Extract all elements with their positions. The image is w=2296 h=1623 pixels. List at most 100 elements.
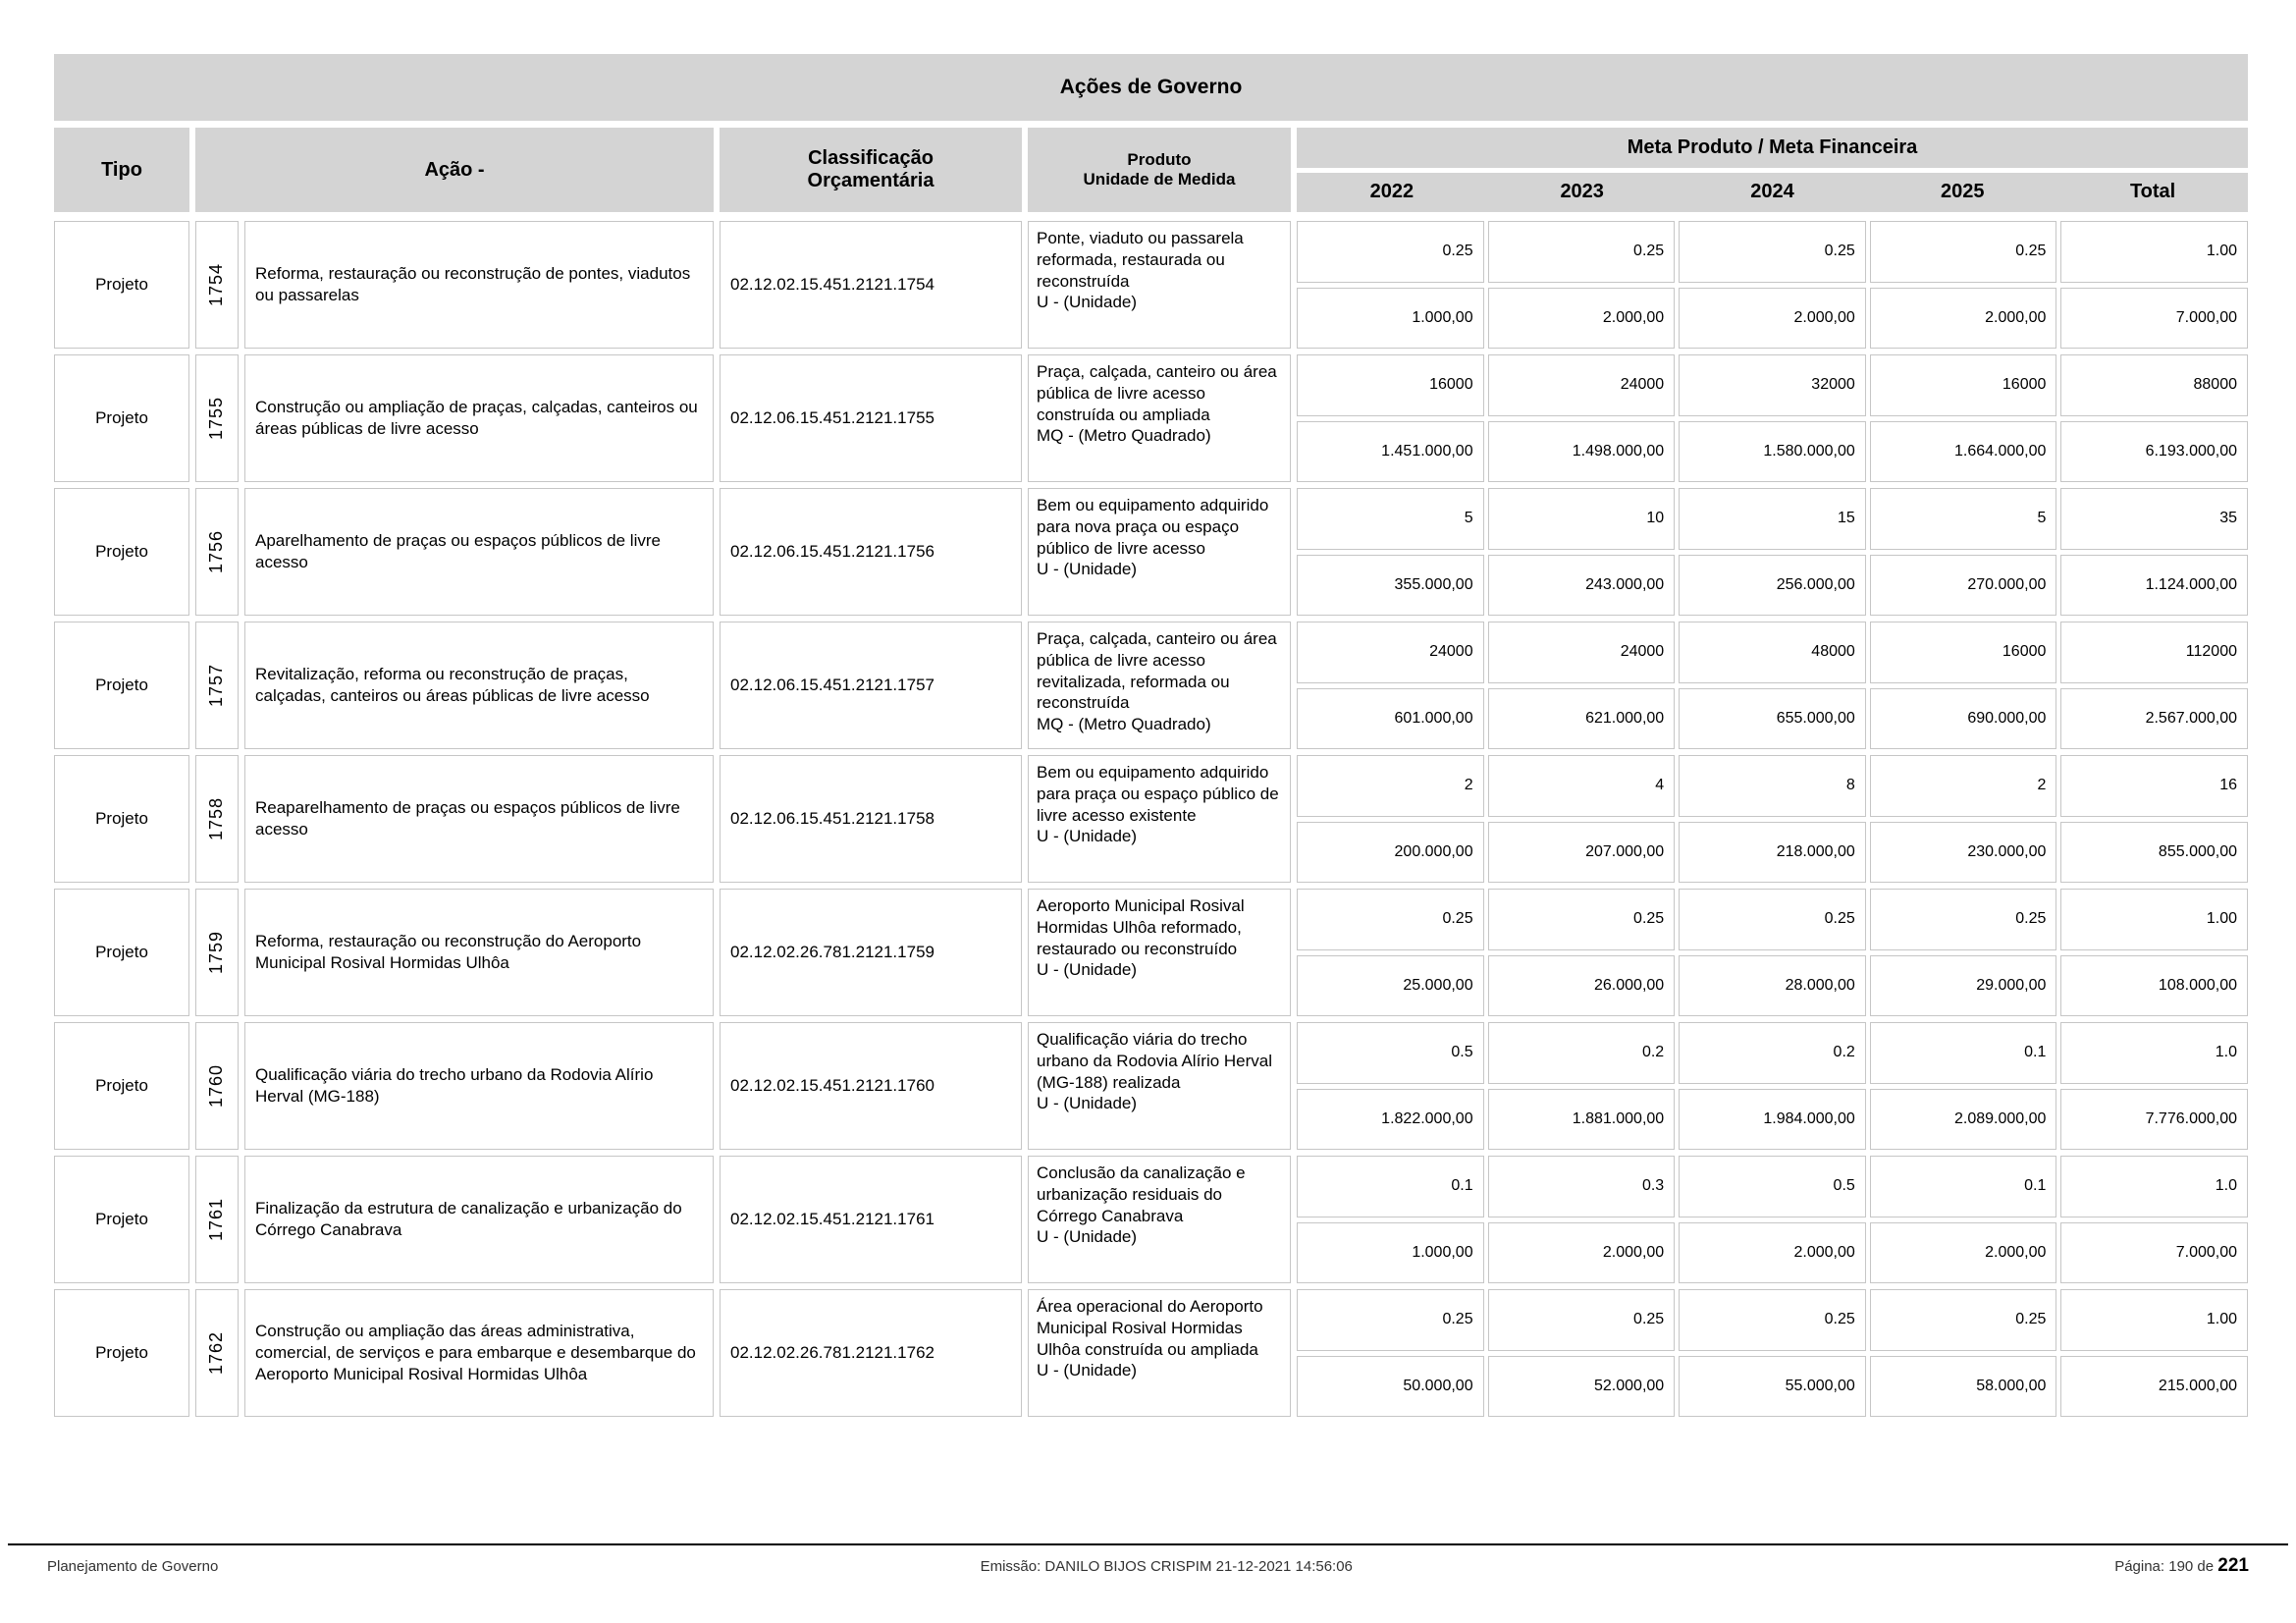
action-description-cell: Qualificação viária do trecho urbano da … [244,1022,714,1150]
column-header-year-2022: 2022 [1369,181,1415,203]
meta-product-total: 16 [2060,755,2248,817]
meta-product-row: 5 10 15 5 35 [1297,488,2248,550]
meta-product-2022: 5 [1297,488,1484,550]
meta-financial-2024: 256.000,00 [1679,554,1866,616]
product-cell: Qualificação viária do trecho urbano da … [1028,1022,1291,1150]
meta-product-total: 1.00 [2060,221,2248,283]
footer-page-label: Página: 190 de [2114,1558,2215,1575]
meta-product-2025: 0.25 [1869,889,2057,950]
meta-product-2025: 0.25 [1869,1289,2057,1351]
meta-financial-2022: 1.822.000,00 [1297,1088,1484,1150]
budget-classification-cell: 02.12.06.15.451.2121.1758 [720,755,1022,883]
meta-financial-total: 7.000,00 [2060,1221,2248,1283]
action-id-value: 1760 [206,1063,227,1109]
meta-financial-total: 855.000,00 [2060,821,2248,883]
meta-product-2022: 0.25 [1297,1289,1484,1351]
meta-product-2025: 0.1 [1869,1022,2057,1084]
unit-of-measure: U - (Unidade) [1037,1227,1138,1247]
budget-classification: 02.12.06.15.451.2121.1756 [730,542,934,562]
meta-block: 0.25 0.25 0.25 0.25 1.00 25.000,00 26.00… [1297,889,2248,1016]
meta-product-total: 1.0 [2060,1156,2248,1217]
tipo-value: Projeto [95,542,148,562]
table-header: Tipo Ação - Classificação Orçamentária P… [54,128,2248,212]
meta-financial-2025: 29.000,00 [1869,954,2057,1016]
footer-emission-info: Emissão: DANILO BIJOS CRISPIM 21-12-2021… [980,1558,1353,1575]
unit-of-measure: U - (Unidade) [1037,1361,1138,1380]
product-description: Praça, calçada, canteiro ou área pública… [1037,629,1277,713]
budget-classification-cell: 02.12.02.15.451.2121.1754 [720,221,1022,349]
page-title: Ações de Governo [54,54,2248,121]
tipo-cell: Projeto [54,488,189,616]
meta-product-row: 0.25 0.25 0.25 0.25 1.00 [1297,221,2248,283]
meta-product-2025: 16000 [1869,354,2057,416]
action-description-cell: Revitalização, reforma ou reconstrução d… [244,622,714,749]
meta-financial-2025: 2.000,00 [1869,1221,2057,1283]
product-cell: Área operacional do Aeroporto Municipal … [1028,1289,1291,1417]
column-header-meta: Meta Produto / Meta Financeira [1297,128,2248,168]
meta-financial-total: 215.000,00 [2060,1355,2248,1417]
meta-financial-2025: 1.664.000,00 [1869,420,2057,482]
budget-classification: 02.12.02.15.451.2121.1761 [730,1210,934,1229]
meta-product-2024: 15 [1679,488,1866,550]
meta-financial-2024: 1.580.000,00 [1679,420,1866,482]
meta-financial-row: 1.000,00 2.000,00 2.000,00 2.000,00 7.00… [1297,1221,2248,1283]
tipo-value: Projeto [95,676,148,695]
tipo-value: Projeto [95,809,148,829]
action-description: Revitalização, reforma ou reconstrução d… [255,665,650,705]
meta-financial-2024: 28.000,00 [1679,954,1866,1016]
meta-block: 0.25 0.25 0.25 0.25 1.00 1.000,00 2.000,… [1297,221,2248,349]
action-description: Aparelhamento de praças ou espaços públi… [255,531,661,571]
budget-classification: 02.12.06.15.451.2121.1758 [730,809,934,829]
meta-financial-2025: 690.000,00 [1869,687,2057,749]
meta-financial-total: 1.124.000,00 [2060,554,2248,616]
meta-product-2022: 0.1 [1297,1156,1484,1217]
product-description: Aeroporto Municipal Rosival Hormidas Ulh… [1037,896,1245,958]
meta-product-2025: 16000 [1869,622,2057,683]
meta-product-total: 88000 [2060,354,2248,416]
unit-of-measure: U - (Unidade) [1037,560,1138,579]
footer-page-total: 221 [2217,1555,2249,1576]
meta-block: 0.1 0.3 0.5 0.1 1.0 1.000,00 2.000,00 2.… [1297,1156,2248,1283]
column-header-total: Total [2129,181,2176,203]
meta-financial-2024: 55.000,00 [1679,1355,1866,1417]
meta-financial-2023: 52.000,00 [1487,1355,1676,1417]
meta-financial-2023: 26.000,00 [1487,954,1676,1016]
tipo-cell: Projeto [54,221,189,349]
action-id-cell: 1757 [195,622,239,749]
meta-financial-row: 355.000,00 243.000,00 256.000,00 270.000… [1297,554,2248,616]
tipo-cell: Projeto [54,1156,189,1283]
meta-financial-total: 2.567.000,00 [2060,687,2248,749]
meta-block: 0.5 0.2 0.2 0.1 1.0 1.822.000,00 1.881.0… [1297,1022,2248,1150]
meta-product-total: 112000 [2060,622,2248,683]
meta-financial-2024: 1.984.000,00 [1679,1088,1866,1150]
meta-product-2022: 2 [1297,755,1484,817]
tipo-cell: Projeto [54,622,189,749]
action-description: Reforma, restauração ou reconstrução do … [255,932,642,972]
action-description-cell: Construção ou ampliação de praças, calça… [244,354,714,482]
tipo-cell: Projeto [54,755,189,883]
tipo-value: Projeto [95,943,148,962]
meta-financial-2025: 2.000,00 [1869,287,2057,349]
meta-product-row: 0.5 0.2 0.2 0.1 1.0 [1297,1022,2248,1084]
table-row: Projeto 1761 Finalização da estrutura de… [54,1156,2248,1283]
unit-of-measure: U - (Unidade) [1037,293,1138,312]
budget-classification: 02.12.02.26.781.2121.1759 [730,943,934,962]
meta-block: 5 10 15 5 35 355.000,00 243.000,00 256.0… [1297,488,2248,616]
tipo-value: Projeto [95,408,148,428]
action-description-cell: Reaparelhamento de praças ou espaços púb… [244,755,714,883]
meta-financial-2022: 1.000,00 [1297,1221,1484,1283]
meta-financial-total: 6.193.000,00 [2060,420,2248,482]
meta-product-2022: 16000 [1297,354,1484,416]
product-description: Ponte, viaduto ou passarela reformada, r… [1037,229,1244,291]
meta-block: 2 4 8 2 16 200.000,00 207.000,00 218.000… [1297,755,2248,883]
tipo-cell: Projeto [54,889,189,1016]
action-description: Reaparelhamento de praças ou espaços púb… [255,798,680,839]
meta-product-2022: 0.5 [1297,1022,1484,1084]
meta-financial-2023: 2.000,00 [1487,287,1676,349]
meta-product-total: 35 [2060,488,2248,550]
meta-product-2023: 0.3 [1487,1156,1676,1217]
tipo-cell: Projeto [54,354,189,482]
meta-product-2023: 10 [1487,488,1676,550]
meta-product-2024: 0.25 [1679,889,1866,950]
